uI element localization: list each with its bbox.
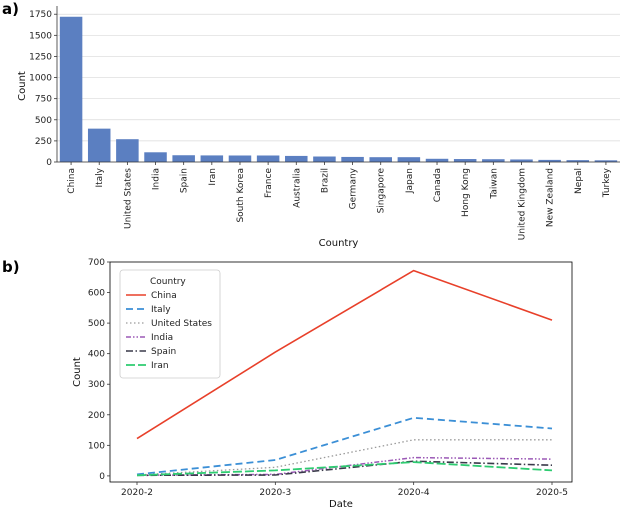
bar-canada [425,158,449,162]
bar-chart-x-tick-label: China [67,168,77,194]
bar-south-korea [228,155,252,162]
bar-chart-y-tick-label: 1250 [29,52,52,62]
line-chart-frame [109,261,573,483]
legend-entry-india: India [151,333,173,343]
line-chart-y-tick-label: 700 [88,258,105,268]
series-line-spain [136,460,553,477]
bar-chart-x-tick-label: Iran [208,168,218,186]
panel-b-label: b) [2,258,20,276]
line-chart-y-tick-label: 600 [88,289,105,299]
bar-taiwan [482,159,505,162]
bar-chart-x-tick-label: Taiwan [489,168,499,200]
series-line-italy [136,416,553,476]
bar-chart-x-ticks: China Italy United States India Spain Iran Sou… [67,162,612,240]
bar-france [256,155,280,162]
bar-chart-x-label: Country [319,238,359,249]
line-chart-y-tick-label: 0 [99,472,105,482]
bar-turkey [594,160,618,162]
bar-chart-bars [59,16,618,163]
bar-nepal [566,160,590,162]
bar-iran [200,155,224,162]
bar-chart-y-ticks: 0 250 500 750 1000 1250 1500 1750 [29,10,57,168]
line-chart-series [136,269,553,477]
legend-entry-spain: Spain [151,347,176,357]
bar-singapore [369,157,392,162]
line-chart-y-ticks: 0 100 200 300 400 500 600 700 [88,258,110,482]
bar-chart-x-tick-label: Brazil [320,168,330,193]
series-line-india [136,456,553,477]
bar-chart-y-tick-label: 1000 [29,74,52,84]
line-chart-y-label: Count [72,357,83,387]
line-chart-y-tick-label: 200 [88,411,105,421]
line-chart-x-tick-label: 2020-5 [536,488,568,498]
bar-hong-kong [453,159,477,162]
bar-chart-x-tick-label: New Zealand [546,168,556,227]
panel-a-label: a) [2,0,19,18]
bar-chart-x-tick-label: Italy [95,167,105,187]
bar-chart-y-tick-label: 1500 [29,31,52,41]
bar-chart-x-tick-label: South Korea [236,168,246,223]
line-chart-y-tick-label: 300 [88,380,105,390]
line-chart-x-ticks: 2020-2 2020-3 2020-4 2020-5 [121,482,568,498]
bar-australia [285,155,308,162]
bar-chart-y-tick-label: 500 [35,116,52,126]
line-chart-x-tick-label: 2020-4 [398,488,430,498]
bar-chart-x-tick-label: United States [123,168,133,229]
bar-chart-x-tick-label: France [264,168,274,198]
bar-chart-y-tick-label: 750 [35,95,52,105]
bar-chart-x-tick-label: Germany [349,167,359,209]
bar-chart-x-tick-label: Hong Kong [461,168,471,217]
bar-chart-x-tick-label: Turkey [602,167,612,198]
bar-chart-axes [56,6,620,163]
bar-brazil [313,156,336,162]
legend-entry-iran: Iran [151,361,169,371]
bar-germany [341,156,364,162]
bar-united-kingdom [510,159,533,162]
bar-japan [397,157,421,162]
bar-italy [87,128,111,162]
bar-chart-y-label: Count [17,71,28,101]
legend-entry-china: China [151,291,177,301]
series-line-china [136,269,553,440]
bar-china [59,16,83,163]
series-line-iran [136,461,553,477]
bar-chart-x-tick-label: Spain [180,168,190,193]
line-chart-x-tick-label: 2020-3 [259,488,291,498]
line-chart-y-tick-label: 400 [88,350,105,360]
bar-chart-x-tick-label: Australia [292,168,302,208]
line-chart-x-label: Date [329,499,353,510]
line-chart-legend: Country China Italy United States India Spain… [119,269,221,379]
line-chart-y-tick-label: 500 [88,319,105,329]
bar-chart-y-tick-label: 250 [35,137,52,147]
legend-entry-united-states: United States [151,319,212,329]
bar-chart-x-tick-label: India [152,168,162,190]
bar-chart-y-tick-label: 1750 [29,10,52,20]
bar-spain [172,155,195,162]
bar-india [144,152,167,162]
bar-chart-x-tick-label: Japan [405,168,415,194]
bar-chart-x-tick-label: United Kingdom [517,168,527,240]
line-chart-x-tick-label: 2020-2 [121,488,153,498]
bar-united-states [116,139,139,162]
bar-chart: 0 250 500 750 1000 1250 1500 1750 China Italy Uni… [17,6,620,249]
legend-title: Country [150,277,186,287]
bar-chart-y-tick-label: 0 [46,158,52,168]
bar-new-zealand [538,159,561,162]
bar-chart-gridlines [57,13,620,163]
line-chart-y-tick-label: 100 [88,441,105,451]
bar-chart-x-tick-label: Singapore [377,168,387,214]
series-line-united-states [136,439,552,476]
bar-chart-x-tick-label: Nepal [574,168,584,194]
bar-chart-x-tick-label: Canada [433,168,443,202]
legend-entry-italy: Italy [151,305,171,315]
